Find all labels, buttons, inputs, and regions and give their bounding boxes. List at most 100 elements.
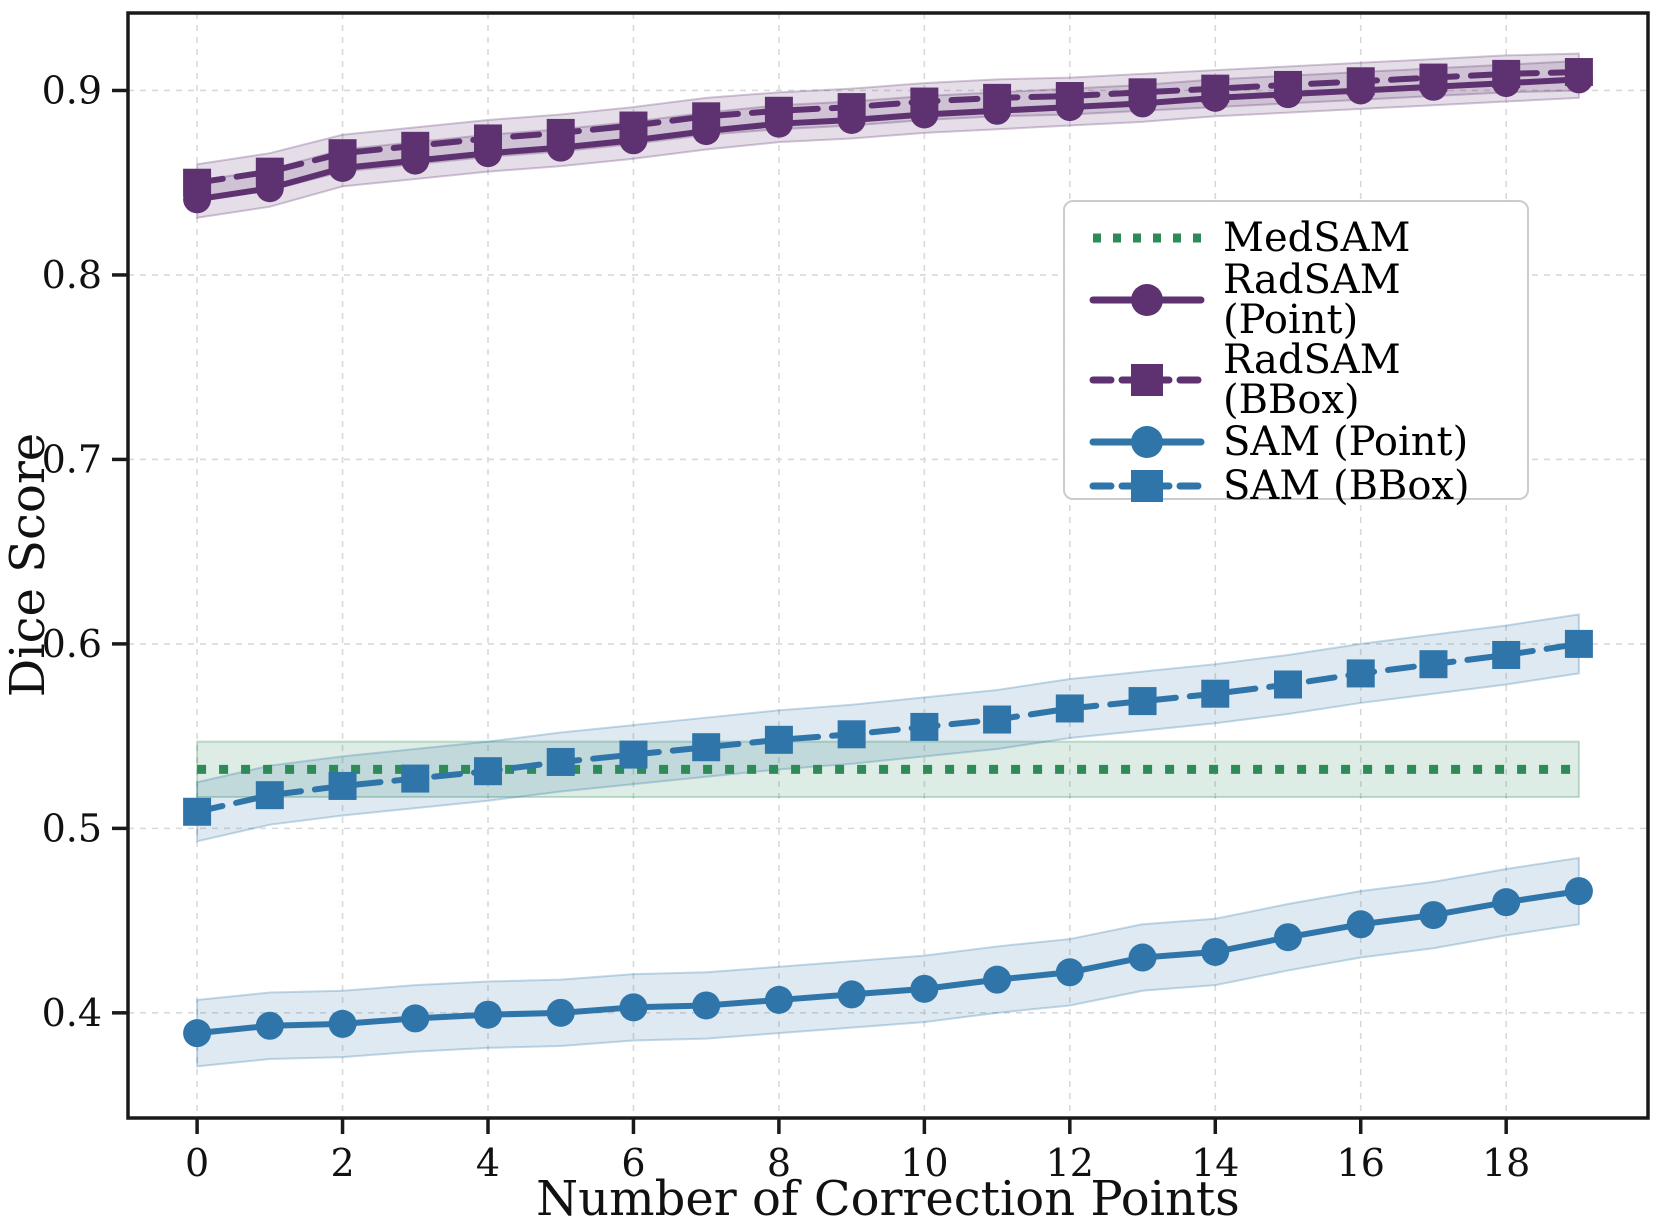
x-tick-label: 4 (476, 1141, 500, 1185)
legend-circle-marker (1131, 426, 1163, 458)
legend-label: SAM (Point) (1223, 419, 1469, 465)
data-point-square (1128, 687, 1157, 716)
data-point-square (764, 725, 793, 754)
x-tick-label: 16 (1337, 1141, 1385, 1185)
tick-labels: 0.4 0.5 0.6 0.7 0.8 0.9 0 2 4 6 8 10 12 14 16 18 (42, 68, 1531, 1185)
sam-bbox-line-icon (1089, 470, 1205, 502)
data-point-circle (764, 985, 793, 1014)
confidence-band (196, 59, 1580, 219)
data-point-square (1128, 78, 1157, 107)
x-tick-label: 18 (1482, 1141, 1530, 1185)
x-axis-label: Number of Correction Points (536, 1171, 1240, 1227)
data-point-square (401, 764, 430, 793)
data-point-circle (474, 1000, 502, 1029)
data-point-square (1201, 74, 1230, 103)
legend-item-sam-bbox: SAM (BBox) (1065, 464, 1527, 508)
data-point-square (1492, 640, 1521, 669)
x-tick-label: 14 (1191, 1141, 1239, 1185)
data-point-square (255, 157, 284, 186)
legend-label: MedSAM (1223, 215, 1411, 261)
legend-item-medsam: MedSAM (1065, 216, 1527, 260)
y-axis-label: Dice Score (0, 433, 56, 697)
data-point-circle (1346, 910, 1375, 939)
data-point-circle (183, 1019, 212, 1048)
y-tick-label: 0.5 (42, 806, 102, 850)
data-point-circle (1492, 888, 1521, 917)
legend-label: SAM (BBox) (1223, 463, 1470, 509)
sam-point-line-icon (1089, 426, 1205, 458)
data-point-circle (1201, 937, 1230, 966)
data-point-square (183, 168, 212, 197)
data-point-square (546, 118, 575, 147)
data-point-square (837, 93, 866, 122)
data-point-square (1274, 70, 1302, 99)
medsam-line-icon (1093, 233, 1201, 243)
y-tick-label: 0.4 (42, 991, 102, 1035)
data-point-square (1419, 63, 1448, 92)
data-point-square (910, 712, 939, 741)
data-point-circle (619, 993, 648, 1022)
data-point-square (1346, 659, 1375, 688)
legend-item-radsam-point: RadSAM (Point) (1065, 260, 1527, 340)
data-point-square (546, 747, 575, 776)
data-point-square (692, 733, 721, 762)
y-tick-label: 0.6 (42, 622, 102, 666)
data-point-circle (692, 991, 721, 1020)
data-point-square (1055, 82, 1084, 111)
data-point-square (619, 111, 648, 140)
x-tick-label: 0 (185, 1141, 209, 1185)
data-point-square (1419, 650, 1448, 679)
gridlines (128, 13, 1648, 1118)
y-tick-label: 0.7 (42, 437, 102, 481)
legend-square-marker (1131, 364, 1163, 396)
data-point-square (983, 705, 1012, 734)
x-tick-label: 2 (330, 1141, 354, 1185)
data-point-square (1201, 679, 1230, 708)
legend: MedSAM RadSAM (Point) RadSAM (BBox) SAM … (1063, 200, 1529, 506)
data-point-circle (255, 1011, 284, 1040)
plot-border (126, 11, 1650, 1120)
data-point-circle (983, 965, 1012, 994)
data-point-square (1564, 629, 1593, 658)
axis-ticks (112, 88, 1508, 1134)
data-point-square (474, 124, 502, 153)
confidence-band (196, 856, 1580, 1068)
legend-label: RadSAM (Point) (1223, 257, 1401, 343)
series-markers (183, 58, 1593, 1048)
data-point-square (183, 797, 212, 826)
data-point-circle (1419, 901, 1448, 930)
data-point-square (1055, 694, 1084, 723)
y-tick-label: 0.8 (42, 253, 102, 297)
data-point-square (1274, 670, 1302, 699)
data-point-square (1564, 58, 1593, 87)
data-point-square (692, 102, 721, 131)
data-point-circle (328, 1009, 357, 1038)
data-point-circle (1564, 877, 1593, 906)
data-point-square (910, 87, 939, 116)
data-point-circle (546, 998, 575, 1027)
data-point-square (1492, 59, 1521, 88)
data-point-square (474, 757, 502, 786)
data-point-circle (401, 1004, 430, 1033)
data-point-circle (1128, 943, 1157, 972)
data-point-square (764, 96, 793, 125)
legend-label: RadSAM (BBox) (1223, 337, 1401, 423)
legend-square-marker (1131, 470, 1163, 502)
data-point-square (328, 771, 357, 800)
data-point-circle (910, 974, 939, 1003)
radsam-bbox-line-icon (1089, 364, 1205, 396)
data-point-square (255, 781, 284, 810)
y-tick-label: 0.9 (42, 68, 102, 112)
data-point-square (619, 740, 648, 769)
radsam-point-line-icon (1089, 284, 1205, 316)
data-point-circle (1274, 923, 1302, 952)
data-point-square (983, 83, 1012, 112)
data-point-square (837, 720, 866, 749)
x-tick-label: 10 (900, 1141, 948, 1185)
legend-circle-marker (1131, 284, 1163, 316)
data-point-circle (1055, 958, 1084, 987)
data-point-square (401, 131, 430, 160)
x-tick-label: 6 (621, 1141, 645, 1185)
